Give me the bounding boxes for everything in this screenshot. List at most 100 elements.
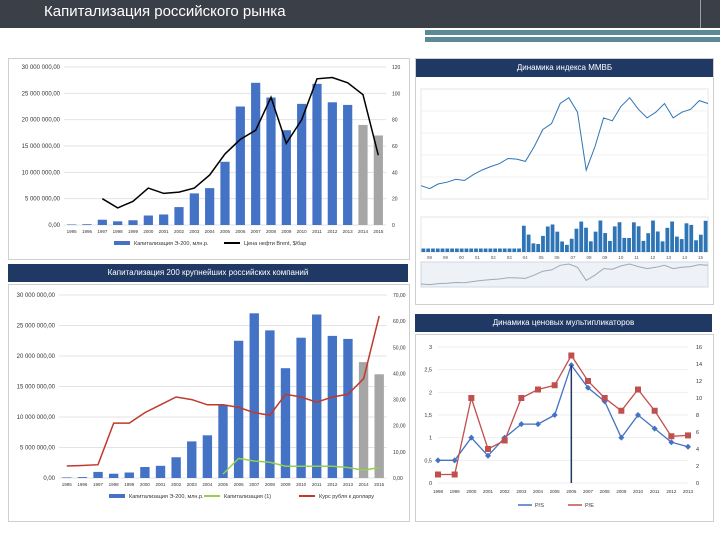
x-tick-label: 2012 (666, 489, 677, 494)
y-tick-label: 10 000 000,00 (22, 170, 61, 176)
bar (155, 465, 166, 478)
volume-plot-area (420, 216, 709, 253)
x-tick-label: 2005 (218, 482, 229, 487)
y-tick-label: 0 (429, 481, 432, 487)
x-tick-label: 1996 (82, 229, 93, 234)
x-tick-label: 02 (491, 255, 497, 260)
x-tick-label: 2001 (156, 482, 167, 487)
y2-tick-label: 120 (392, 65, 401, 71)
x-tick-label: 2001 (159, 229, 170, 234)
x-tick-label: 10 (618, 255, 624, 260)
volume-bar (450, 248, 454, 252)
volume-bar (545, 226, 550, 252)
x-tick-label: 2004 (205, 229, 216, 234)
micex-panel: Динамика индекса ММВБ 98 99 00 01 02 03 04 05 06… (415, 58, 714, 305)
cap200-panel: 0,00 5 000 000,00 10 000 000,00 15 000 000,… (8, 284, 410, 522)
slide-header: Капитализация российского рынка (0, 0, 720, 28)
y-tick-label: 15 000 000,00 (22, 144, 61, 150)
y-tick-label: 20 000 000,00 (17, 354, 56, 360)
x-tick-label: 1997 (93, 482, 104, 487)
volume-bar (464, 248, 469, 252)
data-point (451, 457, 458, 464)
x-tick-label: 2009 (280, 482, 291, 487)
volume-bar (574, 228, 579, 252)
volume-bar (598, 220, 603, 252)
x-tick-label: 07 (571, 255, 577, 260)
volume-bar (421, 248, 426, 252)
y2-tick-label: 20,00 (393, 424, 406, 430)
data-point (568, 362, 575, 369)
cap200-chart: 0,00 5 000 000,00 10 000 000,00 15 000 000,… (17, 293, 406, 500)
x-tick-label: 1998 (113, 229, 124, 234)
x-tick-label: 2003 (516, 489, 527, 494)
x-tick-label: 2005 (220, 229, 231, 234)
x-tick-label: 12 (650, 255, 656, 260)
legend-swatch (114, 241, 130, 245)
bar (189, 193, 199, 225)
volume-bar (565, 244, 569, 252)
y2-tick-label: 0 (696, 481, 699, 487)
volume-bar (488, 248, 493, 252)
y2-tick-label: 30,00 (393, 398, 406, 404)
y-tick-label: 5 000 000,00 (20, 446, 56, 452)
bar (374, 374, 384, 478)
legend-label: Капитализация Э-200, млн.р. (134, 241, 209, 247)
data-point (435, 471, 441, 478)
x-tick-label: 01 (475, 255, 481, 260)
legend-label: P/E (585, 503, 594, 509)
y-tick-label: 1,5 (424, 413, 432, 419)
header-divider (700, 0, 701, 28)
bar (159, 214, 169, 225)
bar (97, 219, 107, 225)
micex-line (420, 96, 709, 190)
bar (77, 477, 88, 478)
y2-tick-label: 80 (392, 118, 398, 124)
accent-bar-2 (425, 37, 720, 42)
bar (82, 224, 92, 225)
data-point (451, 471, 458, 478)
x-tick-label: 2009 (616, 489, 627, 494)
volume-bar (593, 231, 598, 252)
y2-tick-label: 100 (392, 91, 401, 97)
legend-swatch (109, 494, 125, 498)
volume-bar (636, 226, 641, 252)
x-tick-label: 08 (586, 255, 592, 260)
y2-tick-label: 40 (392, 170, 398, 176)
bar (205, 188, 215, 225)
x-tick-label: 2014 (359, 482, 370, 487)
x-tick-label: 2013 (343, 482, 354, 487)
volume-bar (675, 236, 679, 252)
y-tick-label: 2 (429, 390, 432, 396)
x-tick-label: 2004 (202, 482, 213, 487)
volume-bar (493, 248, 498, 252)
y-tick-label: 1 (429, 436, 432, 442)
data-point (468, 434, 475, 441)
y-tick-label: 15 000 000,00 (17, 385, 56, 391)
data-point (601, 395, 608, 401)
data-point (435, 457, 441, 464)
data-point (635, 386, 641, 393)
y-tick-label: 0,00 (43, 476, 55, 482)
data-point (668, 439, 675, 446)
bar (281, 130, 291, 225)
x-tick-label: 2014 (358, 229, 369, 234)
multipliers-chart: 0 0,5 1 1,5 2 2,5 3 0 2 4 6 8 10 12 14 16 1998 1999 2000 20… (424, 345, 702, 509)
volume-bar (608, 240, 612, 252)
bar (187, 441, 197, 478)
bar (202, 435, 213, 478)
x-tick-label: 1998 (433, 489, 444, 494)
volume-bar (569, 238, 574, 252)
legend-label: Капитализация Э-200, млн.р. (129, 494, 204, 500)
x-tick-label: 2006 (235, 229, 246, 234)
volume-bar (612, 226, 617, 252)
volume-bar (679, 239, 684, 252)
legend-label: Курс рубля к доллару (319, 494, 374, 500)
y2-tick-label: 4 (696, 447, 699, 453)
bar (108, 473, 119, 478)
volume-bar (684, 223, 689, 252)
x-tick-label: 2013 (343, 229, 354, 234)
x-tick-label: 1999 (124, 482, 135, 487)
x-tick-label: 2010 (633, 489, 644, 494)
volume-bar (459, 248, 464, 252)
volume-bar (631, 222, 636, 252)
